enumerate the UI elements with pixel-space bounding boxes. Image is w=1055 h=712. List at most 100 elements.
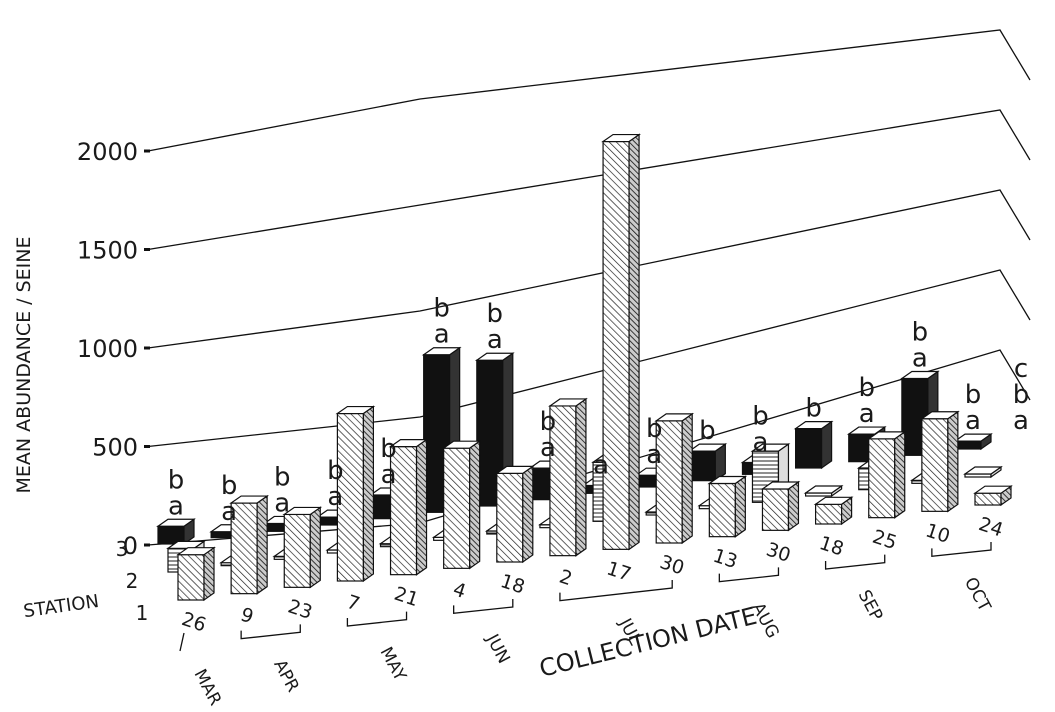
bar-top [335,405,376,415]
month-bracket [559,580,673,602]
bar-top [441,440,482,449]
significance-letter: c [1014,354,1028,384]
bar-side [575,397,587,557]
gridline [147,269,1031,448]
bar-station-1 [441,440,482,570]
date-day-label: 30 [657,551,687,579]
date-day-label: 24 [976,513,1006,541]
bar-station-3 [793,420,834,470]
bar-top [919,411,960,420]
bar-station-1 [229,494,270,595]
date-day-label: 7 [344,591,362,616]
bar-station-3 [899,370,940,457]
bar-side [203,546,215,602]
date-day-label: 9 [238,604,256,629]
bar-front [602,140,630,550]
bar-top [973,485,1013,494]
significance-letter: b [487,299,504,329]
significance-letter: a [168,491,184,521]
date-day-label: 18 [817,532,847,560]
bar-front [868,438,896,519]
bar-side [256,494,268,595]
bar-front [177,554,205,601]
bar-top [846,426,887,435]
bar-front [921,418,949,512]
bar-top [474,352,515,361]
date-day-label: 21 [391,583,421,611]
bar-top [953,433,993,442]
y-axis-label: MEAN ABUNDANCE / SEINE [13,237,35,494]
bar-top [899,370,940,380]
significance-letter: a [965,406,981,436]
significance-letter: a [859,399,875,429]
bar-station-1 [601,133,641,551]
bar-station-1 [973,485,1013,507]
significance-letter: b [805,394,822,424]
bars-layer [156,133,1013,602]
bar-top [166,540,206,549]
bar-station-1 [654,412,695,545]
date-day-label: 13 [710,545,740,573]
bar-top [687,443,728,452]
bar-top [388,439,429,448]
date-day-label: 2 [557,566,575,591]
bar-station-1 [707,475,748,538]
date-day-label: 17 [604,557,634,585]
bar-station-1 [760,480,801,532]
bar-side [628,133,640,551]
bar-front [688,450,716,482]
bar-top [866,431,907,440]
bar-side [415,438,428,576]
bar-station-3 [687,442,728,482]
bar-station-1 [335,405,376,583]
bar-top [282,506,323,516]
bar-front [814,503,843,525]
bar-top [229,495,270,504]
gridline [147,29,1031,152]
significance-letter: b [327,456,344,486]
month-label: OCT [960,574,995,615]
bar-top [963,466,1003,475]
month-label: APR [269,656,303,695]
month-bracket [179,632,185,652]
significance-letter: a [487,325,503,355]
bar-top [421,347,462,356]
bar-top [601,133,641,143]
month-label: JUN [481,630,513,667]
bar-top [813,496,854,505]
bar-station-3 [156,518,196,546]
month-bracket [453,599,514,615]
month-bracket [824,554,886,570]
bar-front [443,447,471,569]
significance-letter: a [540,433,556,463]
month-bracket [346,611,408,627]
month-bracket [931,542,992,558]
bar-top [793,421,834,430]
significance-letter: b [1013,380,1030,410]
tick-mark [144,445,150,448]
y-tick-label: 500 [92,434,138,462]
bar-top [803,485,844,494]
significance-letter: a [593,450,609,480]
date-day-label: 10 [923,519,953,547]
bar-side [734,475,746,538]
bar-side [469,440,481,570]
station-label: 3 [116,537,129,561]
bar-side [309,506,321,589]
bar-front [974,492,1002,506]
significance-letter: b [274,462,291,492]
bar-top [494,465,535,474]
significance-letter: a [1013,406,1029,436]
gridline [147,189,1031,349]
bar-side [947,410,959,513]
date-day-label: 25 [870,526,900,554]
significance-letter: b [752,402,769,432]
station-label: 1 [136,601,149,625]
tick-mark [144,248,150,251]
bar-station-2 [963,465,1003,479]
bar-side [681,412,693,545]
bar-front [655,420,683,544]
significance-letter: b [858,373,875,403]
